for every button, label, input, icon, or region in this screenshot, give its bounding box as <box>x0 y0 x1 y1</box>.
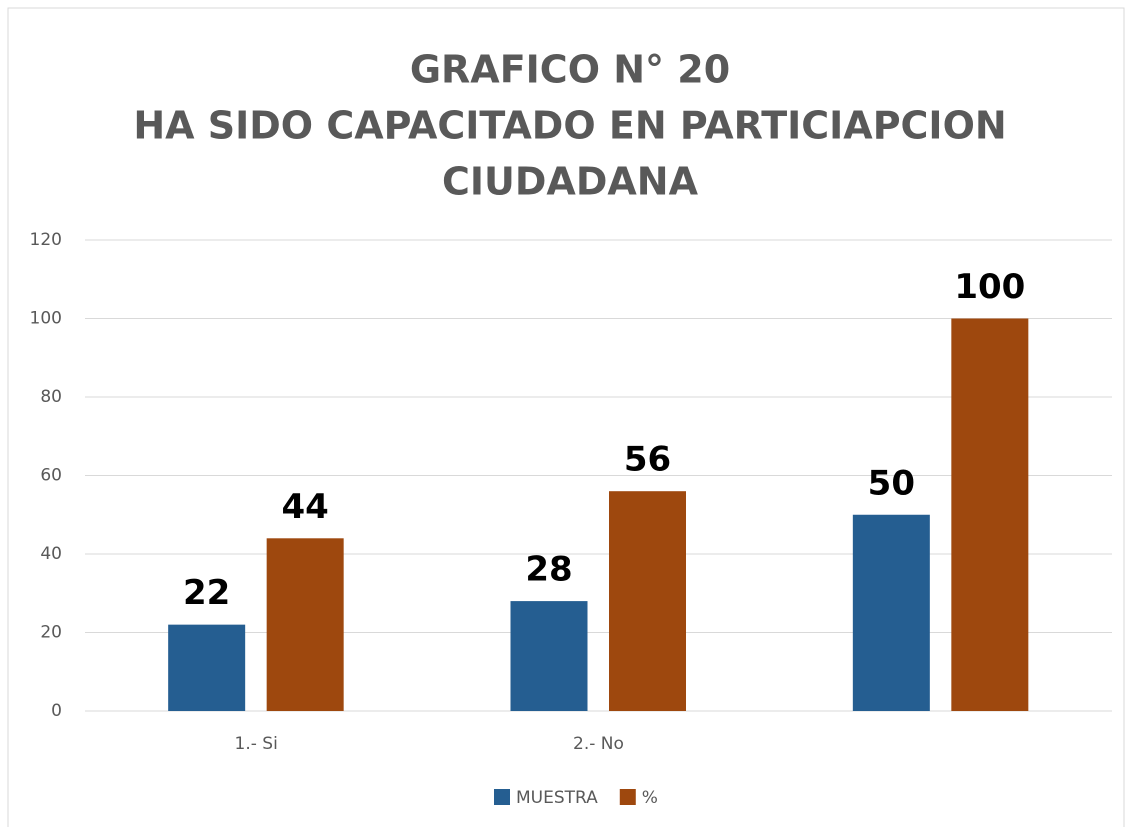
x-tick-label: 2.- No <box>573 734 624 754</box>
y-tick-label: 60 <box>40 466 62 486</box>
bar <box>510 601 588 711</box>
y-tick-label: 40 <box>40 544 62 564</box>
y-tick-label: 20 <box>40 623 62 643</box>
legend-label: % <box>642 788 658 808</box>
bar <box>852 514 930 711</box>
bar <box>951 318 1029 711</box>
legend-swatch <box>619 789 636 805</box>
y-tick-label: 0 <box>51 701 62 721</box>
chart-title: CIUDADANA <box>442 160 699 204</box>
data-label: 100 <box>954 267 1025 307</box>
bar <box>266 538 344 711</box>
chart-title: GRAFICO N° 20 <box>410 48 730 92</box>
data-label: 50 <box>868 463 915 503</box>
bar <box>168 624 246 711</box>
y-tick-label: 80 <box>40 387 62 407</box>
chart-title: HA SIDO CAPACITADO EN PARTICIAPCION <box>133 104 1006 148</box>
legend-label: MUESTRA <box>516 788 598 808</box>
y-tick-label: 100 <box>30 309 62 329</box>
bar <box>609 491 686 711</box>
data-label: 22 <box>183 573 230 613</box>
legend-swatch <box>494 789 510 805</box>
x-tick-label: 1.- Si <box>235 734 278 754</box>
data-label: 44 <box>282 487 329 527</box>
y-tick-label: 120 <box>30 230 62 250</box>
data-label: 56 <box>624 440 671 480</box>
data-label: 28 <box>525 550 572 590</box>
